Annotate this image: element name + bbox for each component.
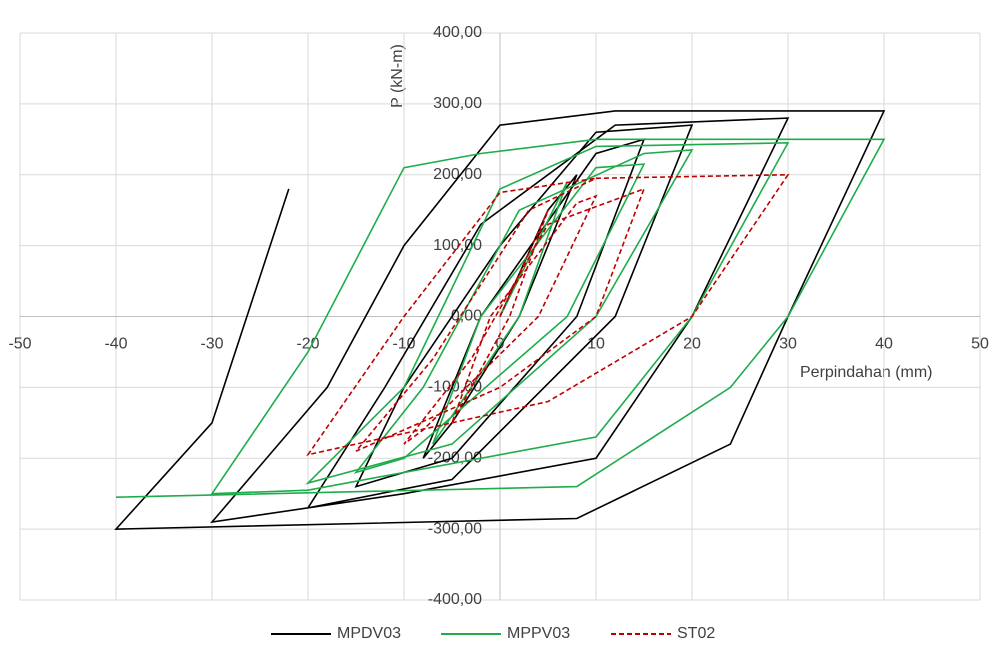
x-tick-label: 50 [971, 336, 989, 353]
y-tick-label: -400,00 [428, 591, 482, 608]
series-line [306, 173, 790, 456]
legend-label: MPDV03 [337, 625, 401, 642]
series-line [114, 110, 886, 530]
legend-label: MPPV03 [507, 625, 570, 642]
x-tick-label: 40 [875, 336, 893, 353]
x-tick-label: 20 [683, 336, 701, 353]
x-tick-label: -10 [392, 336, 415, 353]
x-tick-label: 30 [779, 336, 797, 353]
y-tick-label: 300,00 [433, 95, 482, 112]
y-axis-label: P (kN-m) [389, 44, 406, 108]
legend-label: ST02 [677, 625, 715, 642]
y-tick-label: -300,00 [428, 520, 482, 537]
x-tick-label: -30 [200, 336, 223, 353]
series-line [115, 138, 886, 499]
x-tick-label: -50 [8, 336, 31, 353]
x-tick-label: -40 [104, 336, 127, 353]
x-axis-label: Perpindahan (mm) [800, 364, 933, 381]
x-tick-label: 10 [587, 336, 605, 353]
y-tick-label: 200,00 [433, 166, 482, 183]
y-tick-label: 400,00 [433, 24, 482, 41]
